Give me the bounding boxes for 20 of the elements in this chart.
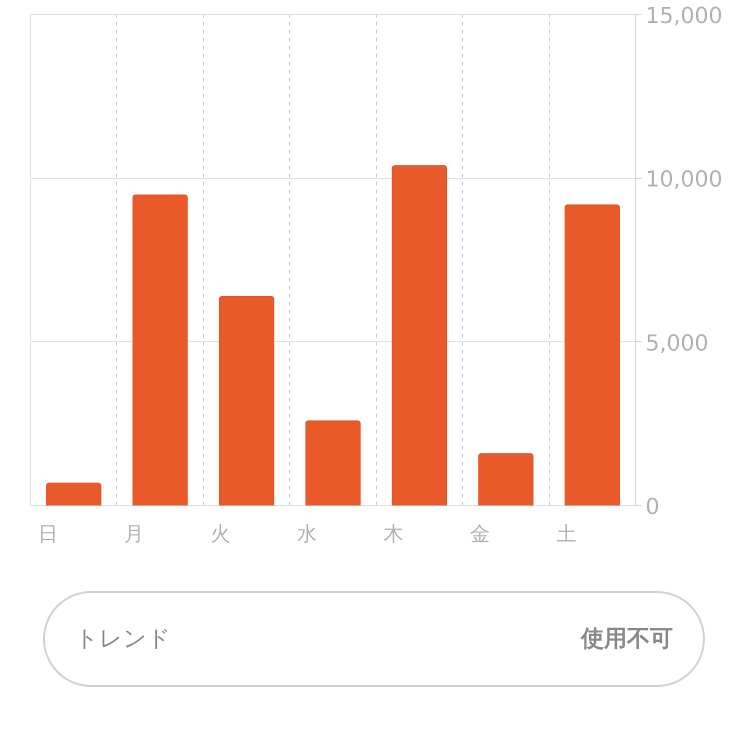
bar: [305, 420, 361, 506]
text: トレンド: [75, 624, 171, 654]
x-tick-label: 金: [470, 522, 490, 546]
text: 使用不可: [581, 624, 673, 654]
x-tick-label: 水: [297, 522, 318, 546]
bar: [478, 453, 534, 506]
y-tick-label: 10,000: [646, 168, 722, 193]
bar: [132, 194, 188, 506]
y-tick-label: 15,000: [646, 4, 722, 29]
bar: [46, 482, 102, 506]
y-tick-label: 0: [646, 495, 660, 520]
bar: [218, 296, 274, 506]
x-tick-label: 木: [384, 522, 404, 546]
bar: [392, 165, 448, 506]
bar: [564, 204, 620, 506]
x-tick-label: 土: [556, 522, 576, 546]
x-tick-label: 日: [38, 522, 58, 546]
x-tick-label: 月: [124, 522, 144, 546]
y-tick-label: 5,000: [646, 331, 708, 356]
x-tick-label: 火: [210, 522, 231, 546]
